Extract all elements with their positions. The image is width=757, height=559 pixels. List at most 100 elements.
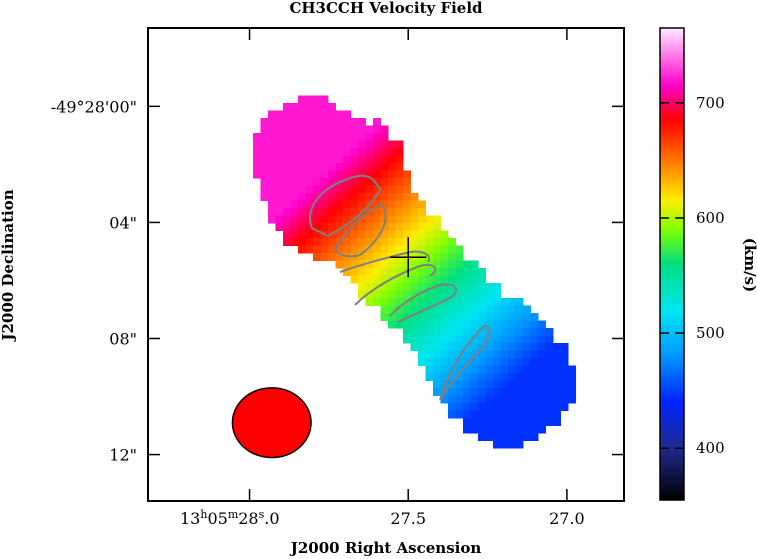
velocity-pixel	[425, 238, 434, 246]
velocity-pixel	[395, 230, 404, 239]
velocity-pixel	[448, 410, 456, 419]
velocity-pixel	[320, 140, 329, 149]
velocity-pixel	[350, 268, 359, 276]
velocity-pixel	[448, 313, 456, 321]
velocity-pixel	[283, 178, 291, 186]
velocity-pixel	[448, 328, 456, 336]
velocity-contour	[439, 325, 490, 401]
velocity-pixel	[313, 208, 321, 216]
velocity-pixel	[380, 290, 389, 299]
velocity-pixel	[275, 185, 284, 194]
velocity-pixel	[485, 313, 494, 321]
velocity-pixel	[493, 388, 501, 396]
velocity-contour	[354, 264, 437, 306]
velocity-pixel	[403, 193, 411, 201]
velocity-pixel	[268, 140, 276, 149]
velocity-pixel	[508, 343, 516, 351]
velocity-pixel	[433, 365, 441, 374]
velocity-pixel	[470, 410, 479, 419]
velocity-pixel	[470, 403, 479, 411]
velocity-pixel	[418, 245, 426, 254]
velocity-pixel	[470, 373, 479, 381]
velocity-pixel	[305, 118, 314, 126]
velocity-pixel	[290, 163, 299, 171]
velocity-pixel	[395, 313, 404, 321]
velocity-pixel	[500, 343, 509, 351]
velocity-pixel	[470, 388, 479, 396]
velocity-pixel	[478, 388, 486, 396]
velocity-pixel	[553, 418, 561, 426]
velocity-pixel	[380, 305, 389, 314]
velocity-pixel	[418, 298, 426, 306]
velocity-pixel	[493, 440, 501, 449]
velocity-pixel	[320, 133, 329, 141]
velocity-pixel	[463, 298, 471, 306]
velocity-pixel	[335, 193, 344, 201]
velocity-pixel	[410, 223, 419, 231]
velocity-pixel	[328, 163, 336, 171]
velocity-pixel	[455, 320, 464, 329]
velocity-pixel	[410, 275, 419, 284]
velocity-pixel	[493, 380, 501, 389]
velocity-pixel	[508, 403, 516, 411]
velocity-pixel	[515, 343, 524, 351]
velocity-pixel	[425, 373, 434, 381]
velocity-pixel	[313, 200, 321, 209]
velocity-pixel	[395, 178, 404, 186]
velocity-pixel	[493, 320, 501, 329]
velocity-pixel	[455, 403, 464, 411]
velocity-pixel	[515, 403, 524, 411]
velocity-pixel	[493, 358, 501, 366]
velocity-pixel	[463, 380, 471, 389]
velocity-pixel	[433, 223, 441, 231]
velocity-pixel	[313, 170, 321, 179]
velocity-pixel	[268, 215, 276, 224]
velocity-pixel	[365, 193, 374, 201]
velocity-pixel	[493, 403, 501, 411]
velocity-pixel	[463, 305, 471, 314]
velocity-pixel	[298, 208, 306, 216]
velocity-pixel	[290, 118, 299, 126]
plot-frame	[147, 27, 625, 502]
velocity-pixel	[440, 253, 449, 261]
velocity-pixel	[410, 298, 419, 306]
velocity-pixel	[253, 163, 261, 171]
colorbar-label: (km/s)	[741, 238, 757, 292]
velocity-pixel	[358, 223, 366, 231]
velocity-pixel	[448, 260, 456, 269]
velocity-pixel	[478, 433, 486, 441]
velocity-pixel	[523, 403, 531, 411]
velocity-pixel	[418, 283, 426, 291]
velocity-pixel	[343, 140, 351, 149]
velocity-pixel	[320, 110, 329, 119]
velocity-pixel	[253, 170, 261, 179]
velocity-pixel	[388, 260, 396, 269]
velocity-pixel	[410, 313, 419, 321]
velocity-pixel	[463, 260, 471, 269]
velocity-pixel	[350, 170, 359, 179]
velocity-pixel	[388, 283, 396, 291]
velocity-pixel	[343, 185, 351, 194]
velocity-pixel	[343, 200, 351, 209]
velocity-pixel	[410, 290, 419, 299]
velocity-pixel	[440, 275, 449, 284]
velocity-pixel	[335, 208, 344, 216]
velocity-pixel	[365, 260, 374, 269]
velocity-pixel	[455, 305, 464, 314]
velocity-pixel	[328, 215, 336, 224]
velocity-pixel	[560, 365, 569, 374]
velocity-pixel	[470, 335, 479, 344]
velocity-pixel	[395, 268, 404, 276]
velocity-pixel	[283, 103, 291, 111]
velocity-pixel	[275, 125, 284, 134]
velocity-pixel	[500, 433, 509, 441]
velocity-pixel	[358, 148, 366, 156]
velocity-pixel	[388, 268, 396, 276]
velocity-pixel	[365, 185, 374, 194]
velocity-pixel	[313, 245, 321, 254]
velocity-pixel	[523, 305, 531, 314]
velocity-pixel	[283, 140, 291, 149]
velocity-pixel	[328, 200, 336, 209]
velocity-pixel	[493, 350, 501, 359]
velocity-pixel	[485, 410, 494, 419]
